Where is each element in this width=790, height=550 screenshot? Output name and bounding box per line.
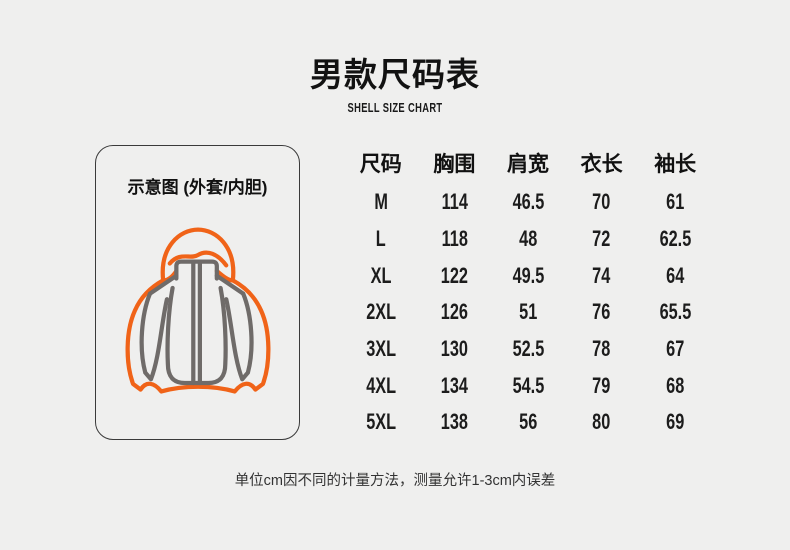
table-cell: 68 [666,372,685,398]
page-header: 男款尺码表 SHELL SIZE CHART [0,48,790,117]
table-cell: 70 [592,189,611,215]
measurement-note: 单位cm因不同的计量方法，测量允许1-3cm内误差 [234,473,556,489]
table-cell: 52.5 [512,336,544,362]
table-cell: 3XL [365,336,396,362]
table-cell: XL [370,262,392,288]
table-cell: 79 [592,372,611,398]
page-title: 男款尺码表 [310,56,480,93]
table-cell: 114 [441,189,468,215]
table-cell: 134 [440,372,468,398]
table-cell: 130 [440,336,468,362]
page-subtitle: SHELL SIZE CHART [347,100,443,115]
table-cell: 49.5 [512,262,544,288]
table-cell: 5XL [365,409,396,435]
jacket-shell-liner-icon [125,227,271,394]
table-cell: L [375,226,386,252]
table-cell: 62.5 [659,226,692,252]
table-cell: 126 [440,299,468,325]
table-cell: 54.5 [512,372,544,398]
table-cell: 46.5 [512,189,544,215]
table-cell: 76 [592,299,611,325]
table-cell: 118 [441,226,468,252]
table-cell: 78 [592,336,611,362]
page-subtitle-wrap: SHELL SIZE CHART [0,99,790,117]
table-cell: 80 [592,409,611,435]
table-cell: M [374,189,388,215]
table-cell: 4XL [365,372,396,398]
table-cell: 61 [666,189,685,215]
col-header-chest: 胸围 [433,153,476,176]
size-table: 尺码 胸围 肩宽 衣长 袖长 M 114 46.5 70 61 L 118 48… [344,142,712,441]
col-header-sleeve: 袖长 [654,153,697,176]
table-cell: 74 [592,262,611,288]
table-cell: 2XL [365,299,396,325]
table-cell: 67 [666,336,685,362]
schematic-panel: 示意图 (外套/内胆) [95,145,300,440]
table-cell: 64 [666,262,685,288]
table-cell: 65.5 [659,299,692,325]
table-cell: 122 [440,262,468,288]
table-cell: 69 [666,409,685,435]
col-header-shoulder: 肩宽 [506,153,549,176]
table-cell: 138 [440,409,468,435]
table-cell: 56 [518,409,538,435]
table-cell: 72 [592,226,611,252]
col-header-size: 尺码 [359,153,402,176]
schematic-label: 示意图 (外套/内胆) [127,178,268,197]
table-cell: 51 [518,299,538,325]
table-cell: 48 [518,226,538,252]
col-header-length: 衣长 [580,153,623,176]
